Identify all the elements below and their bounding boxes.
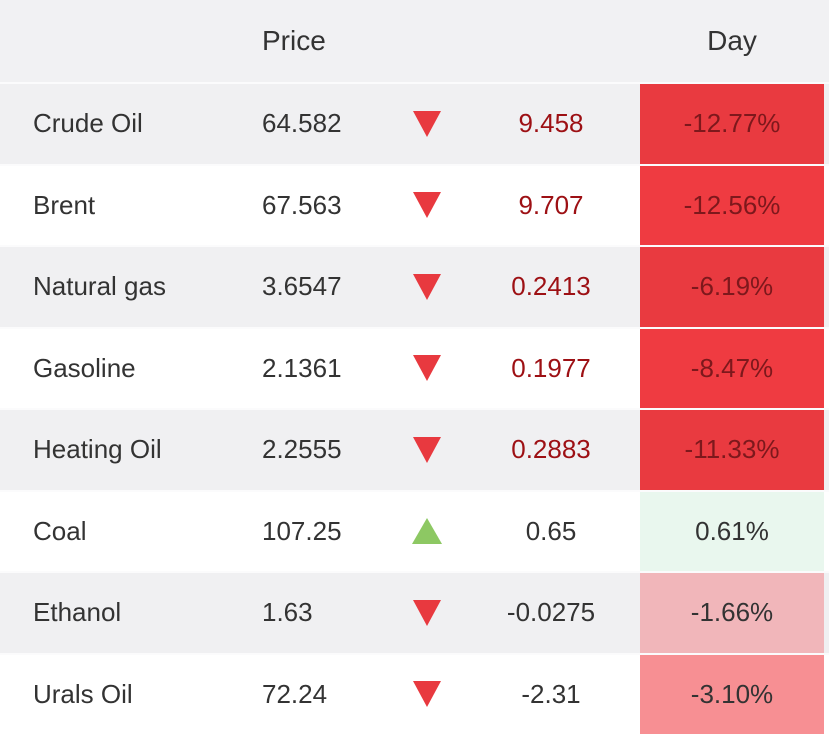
change-direction-cell — [392, 247, 462, 327]
triangle-down-icon — [413, 273, 441, 300]
price-value: 3.6547 — [262, 271, 342, 302]
day-percent-cell: -1.66% — [640, 573, 824, 653]
row-edge-spacer — [824, 655, 829, 734]
row-edge-spacer — [824, 84, 829, 164]
change-value: 0.1977 — [511, 352, 591, 383]
row-edge-spacer — [824, 247, 829, 327]
change-value: -2.31 — [521, 678, 581, 709]
change-value: -0.0275 — [506, 597, 596, 628]
triangle-down-icon — [413, 355, 441, 382]
commodity-name-link[interactable]: Natural gas — [33, 271, 166, 302]
change-direction-cell — [392, 329, 462, 409]
row-edge-spacer — [824, 573, 829, 653]
change-direction-cell — [392, 410, 462, 490]
change-direction-cell — [392, 166, 462, 246]
day-percent-cell: -3.10% — [640, 654, 824, 734]
triangle-down-icon — [413, 110, 441, 137]
table-row[interactable]: Heating Oil 2.2555 0.2883 -11.33% — [0, 408, 829, 490]
row-edge-spacer — [824, 410, 829, 490]
day-percent-cell: -11.33% — [640, 410, 824, 490]
price-value: 67.563 — [262, 189, 342, 220]
day-percent-cell: -8.47% — [640, 328, 824, 408]
commodity-name-link[interactable]: Coal — [33, 515, 87, 546]
change-value: 9.458 — [518, 108, 584, 139]
price-value: 64.582 — [262, 108, 342, 139]
change-direction-cell — [392, 492, 462, 572]
price-column-header: Price — [262, 25, 326, 56]
price-value: 107.25 — [262, 515, 342, 546]
commodity-name-link[interactable]: Ethanol — [33, 597, 122, 628]
day-column-header: Day — [707, 25, 757, 56]
commodity-name-link[interactable]: Urals Oil — [33, 678, 133, 709]
table-header: Price Day — [0, 0, 829, 82]
day-percent-cell: -12.56% — [640, 165, 824, 245]
day-percent-cell: 0.61% — [640, 491, 824, 571]
day-percent-cell: -12.77% — [640, 84, 824, 164]
change-direction-cell — [392, 84, 462, 164]
triangle-down-icon — [413, 681, 441, 708]
table-row[interactable]: Urals Oil 72.24 -2.31 -3.10% — [0, 652, 829, 734]
table-row[interactable]: Brent 67.563 9.707 -12.56% — [0, 163, 829, 246]
change-value: 9.707 — [518, 189, 584, 220]
commodity-name-link[interactable]: Brent — [33, 189, 96, 220]
price-value: 2.2555 — [262, 434, 342, 465]
commodity-name-link[interactable]: Gasoline — [33, 352, 136, 383]
row-edge-spacer — [824, 329, 829, 409]
day-percent-cell: -6.19% — [640, 247, 824, 327]
table-row[interactable]: Ethanol 1.63 -0.0275 -1.66% — [0, 571, 829, 653]
table-row[interactable]: Coal 107.25 0.65 0.61% — [0, 489, 829, 572]
table-row[interactable]: Natural gas 3.6547 0.2413 -6.19% — [0, 245, 829, 327]
table-row[interactable]: Crude Oil 64.582 9.458 -12.77% — [0, 82, 829, 164]
table-row[interactable]: Gasoline 2.1361 0.1977 -8.47% — [0, 326, 829, 409]
price-value: 2.1361 — [262, 352, 342, 383]
triangle-down-icon — [413, 599, 441, 626]
price-value: 72.24 — [262, 678, 328, 709]
price-value: 1.63 — [262, 597, 313, 628]
triangle-down-icon — [413, 436, 441, 463]
change-value: 0.2883 — [511, 434, 591, 465]
row-edge-spacer — [824, 166, 829, 246]
row-edge-spacer — [824, 492, 829, 572]
commodity-name-link[interactable]: Heating Oil — [33, 434, 162, 465]
triangle-up-icon — [412, 518, 442, 545]
change-direction-cell — [392, 573, 462, 653]
change-direction-cell — [392, 655, 462, 734]
commodity-name-link[interactable]: Crude Oil — [33, 108, 143, 139]
change-value: 0.65 — [525, 515, 577, 546]
change-value: 0.2413 — [511, 271, 591, 302]
triangle-down-icon — [413, 192, 441, 219]
commodity-rows: Crude Oil 64.582 9.458 -12.77% Brent 67.… — [0, 82, 829, 734]
